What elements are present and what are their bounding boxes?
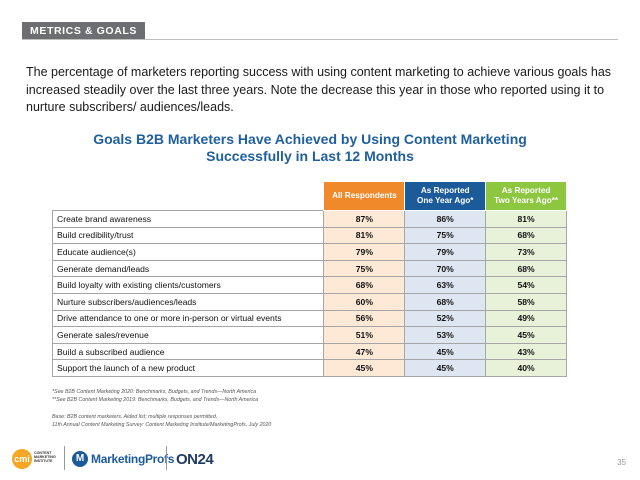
value-one-year-ago: 53% xyxy=(404,326,487,344)
content-marketing-institute-logo: cmi CONTENT MARKETING INSTITUTE xyxy=(10,448,64,470)
goals-table: All Respondents As Reported One Year Ago… xyxy=(51,181,567,377)
value-all-respondents: 81% xyxy=(323,226,406,245)
value-all-respondents: 60% xyxy=(323,292,406,311)
value-two-years-ago: 73% xyxy=(485,243,567,261)
table-row: Build a subscribed audience 47% 45% 43% xyxy=(51,342,567,361)
value-one-year-ago: 45% xyxy=(404,359,487,377)
table-row: Create brand awareness 87% 86% 81% xyxy=(51,210,567,228)
marketingprofs-mark-icon: M xyxy=(72,451,88,467)
section-divider xyxy=(22,39,618,40)
cmi-wordmark: CONTENT MARKETING INSTITUTE xyxy=(34,451,56,464)
table-row: Build credibility/trust 81% 75% 68% xyxy=(51,226,567,245)
header-one-year-ago: As Reported One Year Ago* xyxy=(404,181,487,211)
goal-label: Build credibility/trust xyxy=(51,226,325,245)
value-two-years-ago: 49% xyxy=(485,309,567,328)
goal-label: Support the launch of a new product xyxy=(51,359,325,377)
value-all-respondents: 79% xyxy=(323,243,406,261)
value-two-years-ago: 45% xyxy=(485,326,567,344)
header-two-years-ago: As Reported Two Years Ago** xyxy=(485,181,567,211)
intro-paragraph: The percentage of marketers reporting su… xyxy=(26,65,612,114)
goal-label: Generate demand/leads xyxy=(51,259,325,278)
header-one-year-line-1: As Reported xyxy=(420,186,470,195)
header-one-year-line-2: One Year Ago* xyxy=(417,196,474,205)
on24-logo: ON24 xyxy=(176,449,214,469)
marketingprofs-logo: M MarketingProfs xyxy=(72,449,174,469)
cmi-mark: cmi xyxy=(12,449,32,469)
value-one-year-ago: 52% xyxy=(404,309,487,328)
value-one-year-ago: 68% xyxy=(404,292,487,311)
footnote-two-years: **See B2B Content Marketing 2019: Benchm… xyxy=(52,397,259,403)
value-one-year-ago: 79% xyxy=(404,243,487,261)
value-two-years-ago: 40% xyxy=(485,359,567,377)
value-one-year-ago: 86% xyxy=(404,210,487,228)
goal-label: Nurture subscribers/audiences/leads xyxy=(51,292,325,311)
goal-label: Generate sales/revenue xyxy=(51,326,325,344)
table-title-line-2: Successfully in Last 12 Months xyxy=(206,148,414,164)
value-one-year-ago: 70% xyxy=(404,259,487,278)
marketingprofs-wordmark: MarketingProfs xyxy=(91,452,175,466)
value-one-year-ago: 63% xyxy=(404,276,487,294)
footer-divider xyxy=(64,446,65,470)
value-all-respondents: 51% xyxy=(323,326,406,344)
table-row: Educate audience(s) 79% 79% 73% xyxy=(51,243,567,261)
header-two-years-line-2: Two Years Ago** xyxy=(494,196,559,205)
value-all-respondents: 56% xyxy=(323,309,406,328)
value-two-years-ago: 68% xyxy=(485,259,567,278)
value-all-respondents: 87% xyxy=(323,210,406,228)
value-two-years-ago: 58% xyxy=(485,292,567,311)
table-header-row: All Respondents As Reported One Year Ago… xyxy=(53,181,567,211)
value-two-years-ago: 68% xyxy=(485,226,567,245)
value-two-years-ago: 54% xyxy=(485,276,567,294)
table-row: Build loyalty with existing clients/cust… xyxy=(51,276,567,294)
value-one-year-ago: 75% xyxy=(404,226,487,245)
table-title-line-1: Goals B2B Marketers Have Achieved by Usi… xyxy=(93,131,527,147)
value-two-years-ago: 81% xyxy=(485,210,567,228)
footnote-one-year: *See B2B Content Marketing 2020: Benchma… xyxy=(52,389,257,395)
goal-label: Create brand awareness xyxy=(51,210,325,228)
table-row: Drive attendance to one or more in-perso… xyxy=(51,309,567,328)
footer-divider xyxy=(166,446,167,470)
table-row: Generate sales/revenue 51% 53% 45% xyxy=(51,326,567,344)
table-row: Generate demand/leads 75% 70% 68% xyxy=(51,259,567,278)
value-all-respondents: 45% xyxy=(323,359,406,377)
footnote-base: Base: B2B content marketers. Aided list;… xyxy=(52,414,218,420)
page-number: 35 xyxy=(617,458,626,467)
goal-label: Educate audience(s) xyxy=(51,243,325,261)
value-one-year-ago: 45% xyxy=(404,342,487,361)
table-title: Goals B2B Marketers Have Achieved by Usi… xyxy=(60,131,560,165)
table-row: Support the launch of a new product 45% … xyxy=(51,359,567,377)
value-all-respondents: 68% xyxy=(323,276,406,294)
goal-label: Build loyalty with existing clients/cust… xyxy=(51,276,325,294)
header-two-years-line-1: As Reported xyxy=(501,186,551,195)
header-blank xyxy=(53,182,324,211)
value-all-respondents: 47% xyxy=(323,342,406,361)
goal-label: Build a subscribed audience xyxy=(51,342,325,361)
table-row: Nurture subscribers/audiences/leads 60% … xyxy=(51,292,567,311)
header-all-respondents: All Respondents xyxy=(323,181,406,211)
section-tag: METRICS & GOALS xyxy=(22,22,146,40)
on24-wordmark: ON24 xyxy=(176,450,214,468)
value-two-years-ago: 43% xyxy=(485,342,567,361)
goal-label: Drive attendance to one or more in-perso… xyxy=(51,309,325,328)
footnote-survey-source: 11th Annual Content Marketing Survey: Co… xyxy=(52,422,272,428)
value-all-respondents: 75% xyxy=(323,259,406,278)
